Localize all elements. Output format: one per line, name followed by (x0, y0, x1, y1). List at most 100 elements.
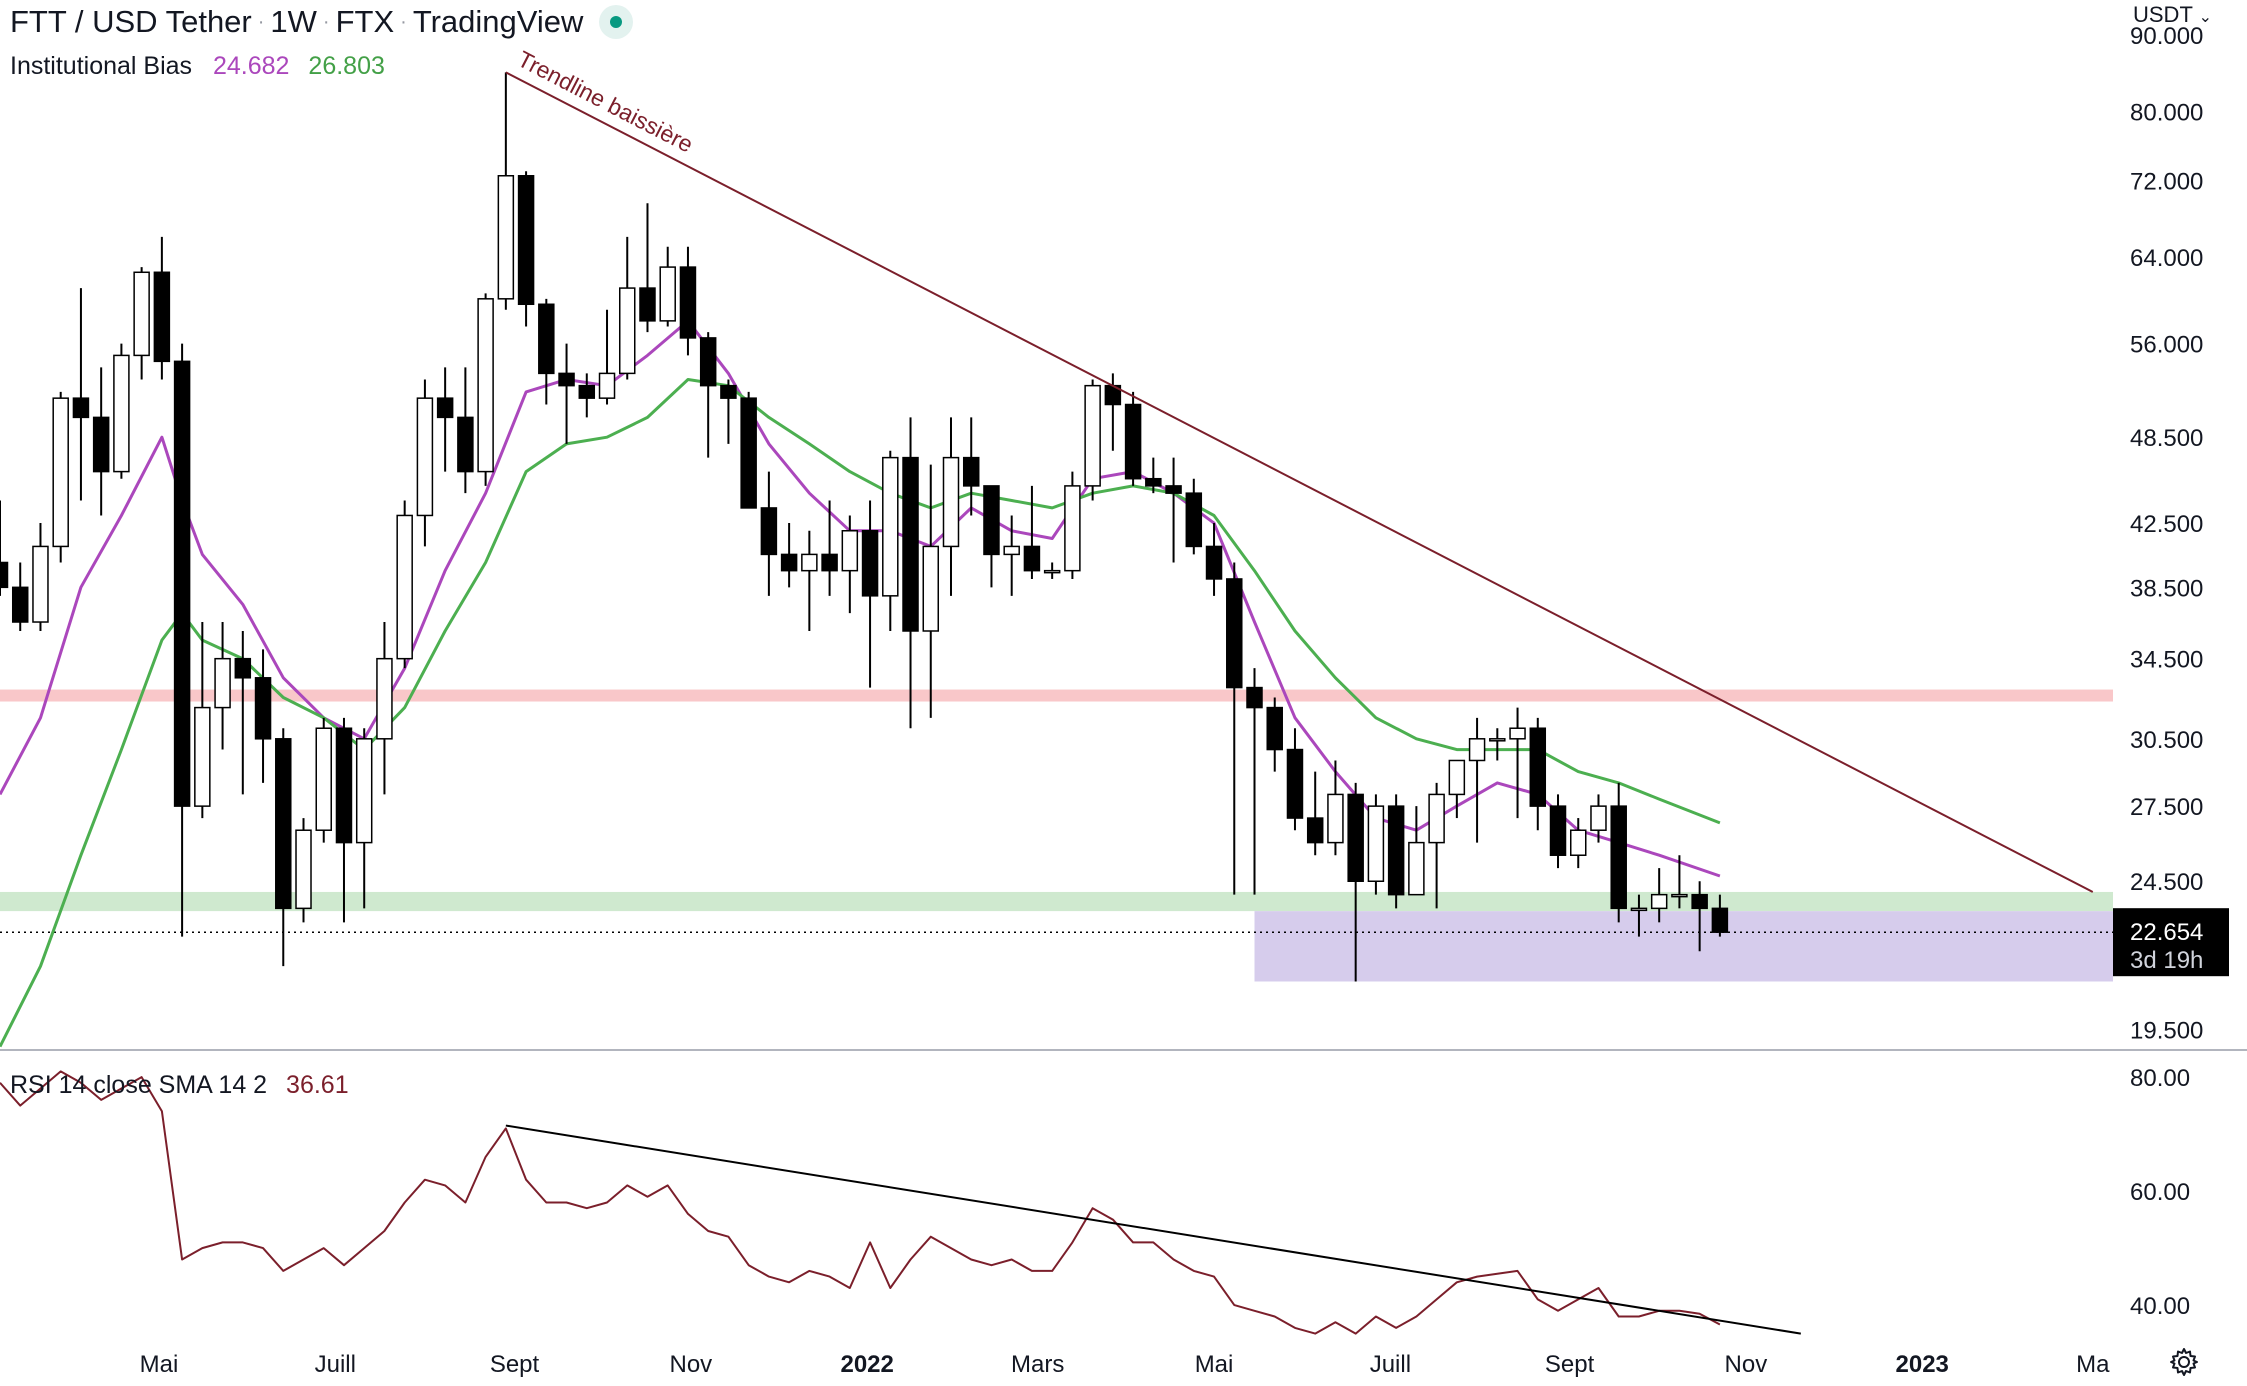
candle[interactable] (1043, 562, 1061, 579)
candle[interactable] (558, 343, 575, 444)
candle[interactable] (821, 500, 838, 596)
candle[interactable] (1428, 782, 1445, 909)
price-axis[interactable]: 90.000 80.000 72.000 64.000 56.000 48.500 42.5… (2130, 23, 2203, 1320)
candle[interactable] (517, 171, 535, 327)
candle[interactable] (376, 622, 393, 795)
price-tick-label: 24.500 (2130, 869, 2203, 896)
candle[interactable] (538, 298, 555, 405)
candle[interactable] (1408, 806, 1425, 896)
candle[interactable] (1246, 668, 1263, 895)
candle[interactable] (335, 717, 353, 923)
candle[interactable] (1367, 794, 1385, 895)
candle[interactable] (234, 630, 252, 795)
candle[interactable] (1205, 523, 1223, 596)
candle[interactable] (1286, 728, 1304, 831)
candle[interactable] (396, 500, 413, 669)
candle[interactable] (720, 379, 737, 444)
candle[interactable] (1064, 471, 1081, 579)
candle[interactable] (983, 485, 1000, 588)
candle[interactable] (598, 309, 616, 405)
candle[interactable] (922, 464, 940, 718)
candle[interactable] (1630, 894, 1648, 937)
candle[interactable] (355, 728, 373, 909)
rsi-trendline[interactable] (505, 1124, 1801, 1335)
candle[interactable] (1489, 728, 1506, 761)
candle[interactable] (578, 373, 596, 418)
symbol-name[interactable]: FTT / USD Tether (10, 4, 252, 39)
candle[interactable] (133, 267, 150, 380)
candle[interactable] (659, 246, 676, 327)
candle[interactable] (1226, 562, 1243, 895)
candle[interactable] (254, 649, 272, 783)
candle[interactable] (841, 515, 859, 614)
interval-label[interactable]: 1W (270, 4, 317, 39)
rsi-legend[interactable]: RSI 14 close SMA 14 2 36.61 (10, 1071, 349, 1100)
candle[interactable] (1165, 457, 1182, 563)
candle[interactable] (1569, 818, 1587, 869)
candle[interactable] (619, 236, 636, 380)
candle[interactable] (1691, 881, 1708, 952)
candle[interactable] (1509, 707, 1526, 819)
candle[interactable] (1145, 457, 1162, 494)
candle[interactable] (92, 367, 110, 516)
candle[interactable] (214, 622, 231, 750)
candle[interactable] (1124, 391, 1142, 486)
candle[interactable] (1306, 771, 1324, 856)
candle[interactable] (52, 391, 69, 563)
candle[interactable] (902, 417, 919, 729)
gear-icon[interactable] (2168, 1346, 2200, 1378)
trendline-layer[interactable] (505, 71, 2094, 893)
time-axis[interactable]: Mai Juill Sept Nov 2022 Mars Mai Juill Sept Nov 20… (140, 1351, 2110, 1378)
candle[interactable] (760, 471, 778, 596)
candle[interactable] (780, 523, 798, 588)
currency-selector[interactable]: USDT ⌄ (2133, 2, 2212, 28)
candle[interactable] (173, 343, 191, 937)
candle[interactable] (1387, 794, 1405, 909)
candle[interactable] (801, 530, 818, 631)
candle[interactable] (477, 293, 494, 486)
candle[interactable] (1529, 717, 1547, 831)
candle[interactable] (962, 417, 980, 516)
candle[interactable] (1084, 379, 1101, 501)
candle[interactable] (1711, 894, 1729, 937)
candle[interactable] (113, 343, 130, 479)
candle[interactable] (32, 523, 49, 631)
candle[interactable] (72, 288, 90, 501)
candle[interactable] (153, 236, 171, 380)
candle[interactable] (882, 450, 899, 631)
candle[interactable] (1650, 868, 1668, 923)
candle[interactable] (0, 500, 9, 596)
candle[interactable] (1590, 794, 1607, 843)
market-status-icon[interactable] (599, 5, 634, 39)
candle[interactable] (639, 203, 656, 333)
candle[interactable] (1185, 478, 1203, 555)
candle[interactable] (1347, 782, 1364, 982)
candle[interactable] (1327, 760, 1344, 856)
candle[interactable] (1468, 717, 1486, 843)
candle[interactable] (194, 622, 211, 819)
candle[interactable] (275, 728, 292, 967)
candle[interactable] (11, 562, 29, 631)
candle[interactable] (942, 417, 960, 596)
candle[interactable] (1023, 485, 1041, 579)
candle[interactable] (679, 246, 697, 356)
candle[interactable] (457, 367, 474, 494)
candle[interactable] (315, 717, 332, 843)
candle[interactable] (699, 332, 717, 458)
candle[interactable] (295, 818, 312, 923)
candle[interactable] (436, 367, 454, 472)
candle[interactable] (1003, 515, 1020, 596)
chart-header[interactable]: FTT / USD Tether · 1W · FTX · TradingVie… (10, 4, 634, 40)
candles-layer[interactable] (0, 72, 1729, 982)
candle[interactable] (1266, 697, 1283, 772)
candle[interactable] (1549, 794, 1567, 869)
candle[interactable] (416, 379, 434, 547)
candle[interactable] (1448, 759, 1466, 819)
candle[interactable] (740, 391, 757, 509)
candle[interactable] (497, 72, 515, 310)
candle[interactable] (1671, 855, 1688, 909)
bearish-trendline[interactable] (505, 71, 2094, 893)
candle[interactable] (1610, 782, 1627, 923)
candle[interactable] (861, 500, 879, 688)
indicator-legend[interactable]: Institutional Bias 24.682 26.803 (10, 52, 385, 81)
